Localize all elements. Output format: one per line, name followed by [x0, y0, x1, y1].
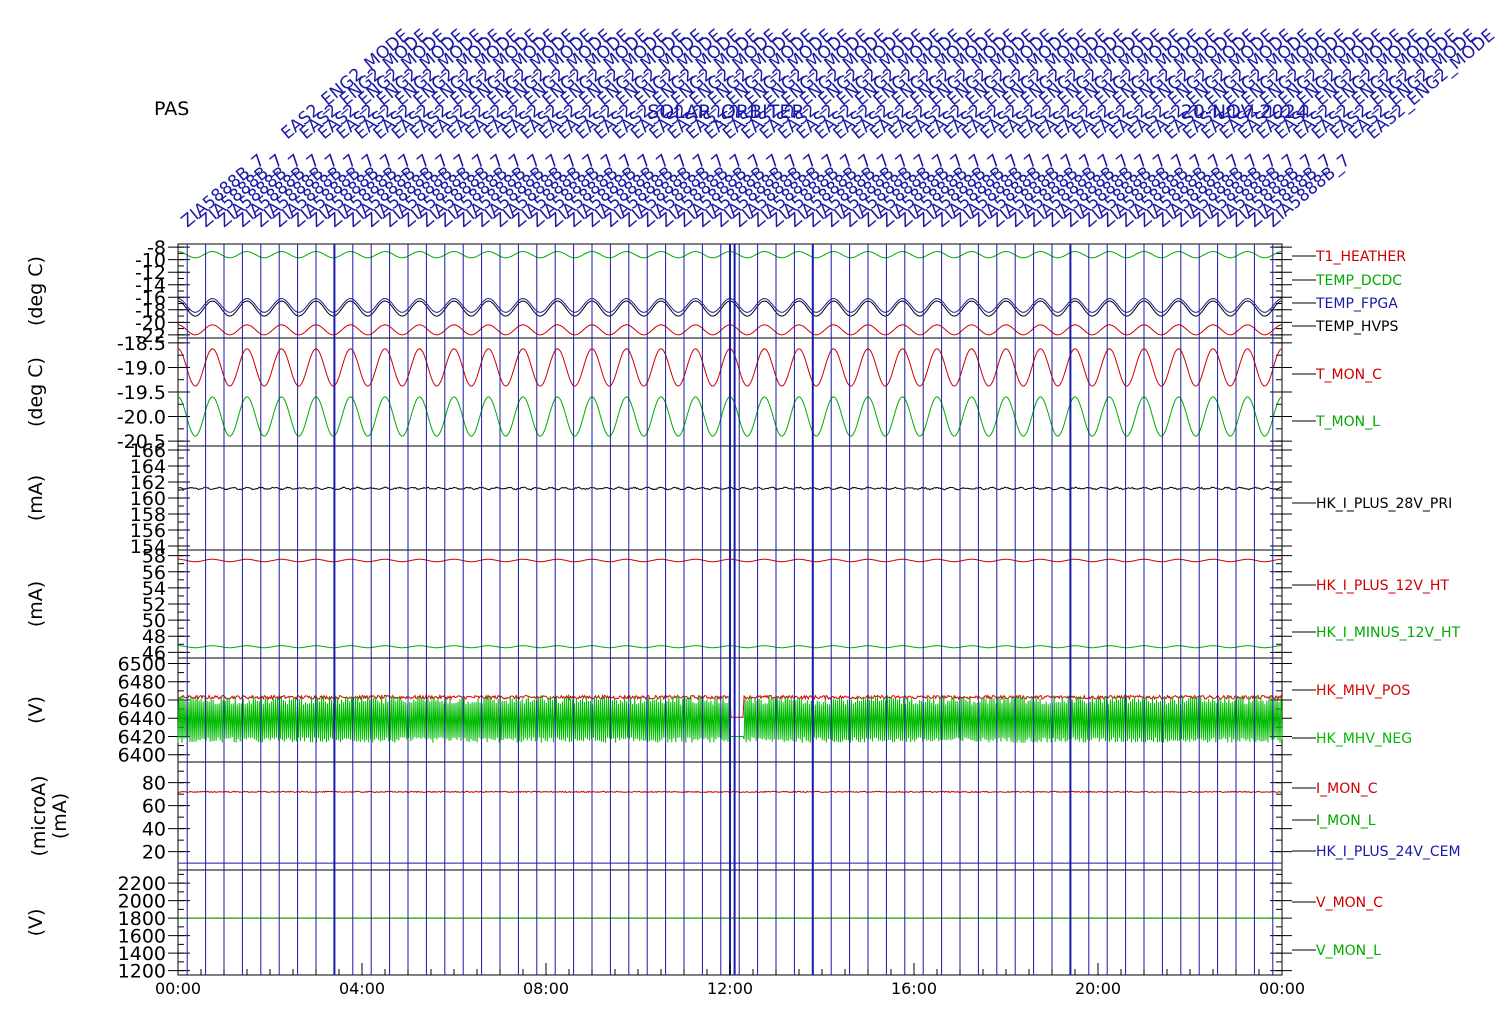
y-tick-label: 50 [142, 610, 166, 632]
y-tick-label: -10 [135, 250, 166, 272]
x-axis: 00:00 04:00 08:00 12:00 16:00 20:00 00:00 [155, 963, 1305, 998]
y-axis-label: (microA) [28, 775, 50, 856]
y-tick-label: 1400 [118, 943, 166, 965]
y-tick-label: 48 [142, 626, 166, 648]
panels: -8-10-12-14-16-18-20-22 (deg C) T1_HEATHER… [25, 237, 1461, 982]
legend-entry: HK_MHV_POS [1316, 683, 1410, 699]
legend-entry: V_MON_L [1316, 943, 1381, 959]
y-tick-label: -8 [147, 237, 166, 259]
instrument-title: PAS [154, 98, 190, 120]
y-tick-label: 40 [142, 819, 166, 841]
event-lines [186, 244, 1274, 975]
y-tick-label: 154 [130, 536, 166, 558]
y-axis-label: (V) [25, 696, 47, 724]
y-tick-label: 6500 [118, 653, 166, 675]
legend-entry: TEMP_FPGA [1315, 296, 1398, 312]
legend-entry: TEMP_DCDC [1315, 273, 1402, 289]
x-tick-label: 08:00 [523, 979, 569, 998]
y-tick-label: 1200 [118, 961, 166, 983]
y-tick-label: 6400 [118, 745, 166, 767]
y-tick-label: 6440 [118, 708, 166, 730]
date-label: 20-NOV-2024 [1181, 101, 1308, 123]
legend-entry: TEMP_HVPS [1315, 319, 1398, 335]
y-tick-label: -20.0 [117, 407, 166, 429]
y-tick-label: -18 [135, 300, 166, 322]
legend-entry: HK_I_PLUS_12V_HT [1316, 578, 1449, 594]
y-axis-label: (deg C) [25, 256, 47, 326]
legend-entry: T_MON_L [1315, 414, 1380, 430]
y-tick-label: -22 [135, 325, 166, 347]
y-tick-label: 162 [130, 472, 166, 494]
y-tick-label: 1600 [118, 926, 166, 948]
x-tick-label: 00:00 [1259, 979, 1305, 998]
legend-entry: V_MON_C [1316, 895, 1383, 911]
y-tick-label: -19.5 [117, 382, 166, 404]
legend-entry: HK_MHV_NEG [1316, 731, 1412, 747]
y-tick-label: 2200 [118, 873, 166, 895]
event-annotations: ZIA5888B_7EAS2_ENG2_MODEZIA5888B_7EAS2_E… [178, 25, 1499, 231]
x-tick-label: 12:00 [707, 979, 753, 998]
x-tick-label: 16:00 [891, 979, 937, 998]
y-tick-label: 80 [142, 773, 166, 795]
y-tick-label: -20.5 [117, 431, 166, 453]
y-tick-label: -14 [135, 275, 166, 297]
y-axis-label: (mA) [25, 581, 47, 627]
y-axis-label-secondary: (mA) [49, 793, 71, 839]
x-tick-label: 00:00 [155, 979, 201, 998]
x-tick-label: 20:00 [1075, 979, 1121, 998]
x-tick-label: 04:00 [339, 979, 385, 998]
y-tick-label: -12 [135, 262, 166, 284]
y-axis-label: (deg C) [25, 357, 47, 427]
y-tick-label: 6460 [118, 690, 166, 712]
legend-entry: HK_I_PLUS_24V_CEM [1316, 844, 1461, 860]
legend-entry: HK_I_MINUS_12V_HT [1316, 625, 1461, 641]
y-tick-label: 54 [142, 578, 166, 600]
y-tick-label: 6480 [118, 672, 166, 694]
legend-entry: T1_HEATHER [1315, 249, 1406, 265]
y-tick-label: 58 [142, 546, 166, 568]
legend-entry: T_MON_C [1315, 367, 1382, 383]
y-tick-label: 2000 [118, 891, 166, 913]
legend-entry: I_MON_C [1316, 781, 1378, 797]
y-tick-label: 156 [130, 520, 166, 542]
y-tick-label: -19.0 [117, 357, 166, 379]
y-tick-label: -18.5 [117, 333, 166, 355]
y-tick-label: 60 [142, 796, 166, 818]
y-tick-label: 166 [130, 440, 166, 462]
y-tick-label: -16 [135, 287, 166, 309]
y-tick-label: 46 [142, 642, 166, 664]
y-tick-label: 160 [130, 488, 166, 510]
panel-1: -8-10-12-14-16-18-20-22 (deg C) T1_HEATHER… [25, 237, 1406, 347]
y-tick-label: 1800 [118, 908, 166, 930]
legend-entry: I_MON_L [1316, 813, 1376, 829]
panel-2: -18.5-19.0 -19.5 -20.0-20.5 (deg C) T_MON_C T… [25, 333, 1382, 453]
y-axis-label: (mA) [25, 475, 47, 521]
y-tick-label: -20 [135, 312, 166, 334]
y-tick-label: 56 [142, 562, 166, 584]
y-tick-label: 158 [130, 504, 166, 526]
y-tick-label: 52 [142, 594, 166, 616]
mission-label: SOLAR_ORBITER [647, 101, 804, 123]
legend-entry: HK_I_PLUS_28V_PRI [1316, 496, 1452, 512]
y-tick-label: 20 [142, 842, 166, 864]
y-tick-label: 164 [130, 456, 166, 478]
y-axis-label: (V) [25, 909, 47, 937]
y-tick-label: 6420 [118, 726, 166, 748]
